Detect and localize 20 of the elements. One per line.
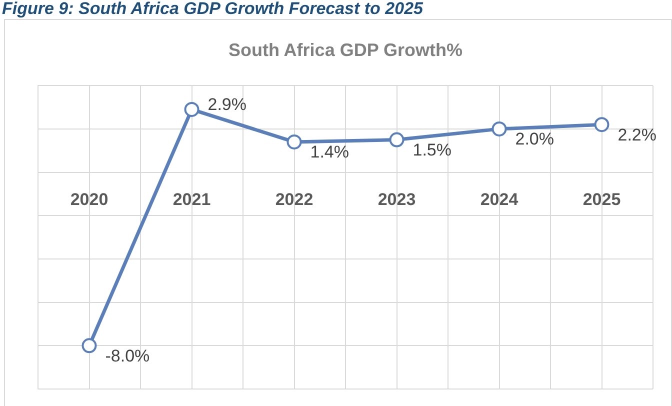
x-tick-label: 2023 bbox=[378, 190, 416, 210]
x-tick-label: 2025 bbox=[582, 190, 621, 210]
data-label: 2.2% bbox=[618, 125, 656, 144]
x-tick-label: 2022 bbox=[275, 190, 314, 210]
data-label: -8.0% bbox=[105, 346, 150, 366]
data-label: 2.9% bbox=[208, 95, 246, 114]
x-tick-label: 2024 bbox=[480, 190, 519, 210]
x-tick-label: 2020 bbox=[70, 190, 108, 210]
data-label: 1.5% bbox=[412, 140, 452, 160]
point bbox=[82, 338, 97, 354]
data-label: 1.4% bbox=[310, 142, 349, 162]
point bbox=[286, 134, 302, 150]
chart-subtitle: South Africa GDP Growth% bbox=[228, 40, 463, 60]
point bbox=[184, 102, 200, 117]
x-tick-label: 2021 bbox=[172, 190, 211, 210]
chart-title: Figure 9: South Africa GDP Growth Forecast to 2025 bbox=[2, 0, 423, 18]
point bbox=[389, 132, 404, 148]
point bbox=[492, 121, 507, 136]
point bbox=[594, 117, 610, 132]
data-label: 2.0% bbox=[515, 130, 554, 149]
